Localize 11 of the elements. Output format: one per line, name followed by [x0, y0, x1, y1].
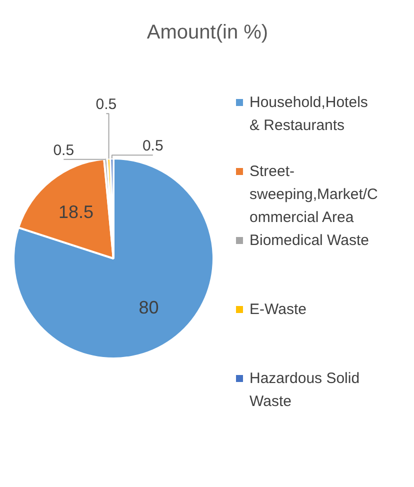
- legend-label: Street-sweeping,Market/Commercial Area: [250, 163, 378, 226]
- legend-label: Household,Hotels & Restaurants: [250, 94, 368, 134]
- data-label: 18.5: [58, 202, 94, 222]
- data-label: 0.5: [142, 138, 164, 155]
- data-label: 0.5: [53, 142, 74, 159]
- legend-label: Hazardous Solid Waste: [250, 370, 360, 410]
- data-label: 80: [138, 298, 159, 318]
- legend-label: Biomedical Waste: [250, 232, 369, 249]
- chart-title: Amount(in %): [146, 22, 268, 44]
- legend-label: E-Waste: [250, 301, 306, 318]
- data-label: 0.5: [96, 96, 117, 114]
